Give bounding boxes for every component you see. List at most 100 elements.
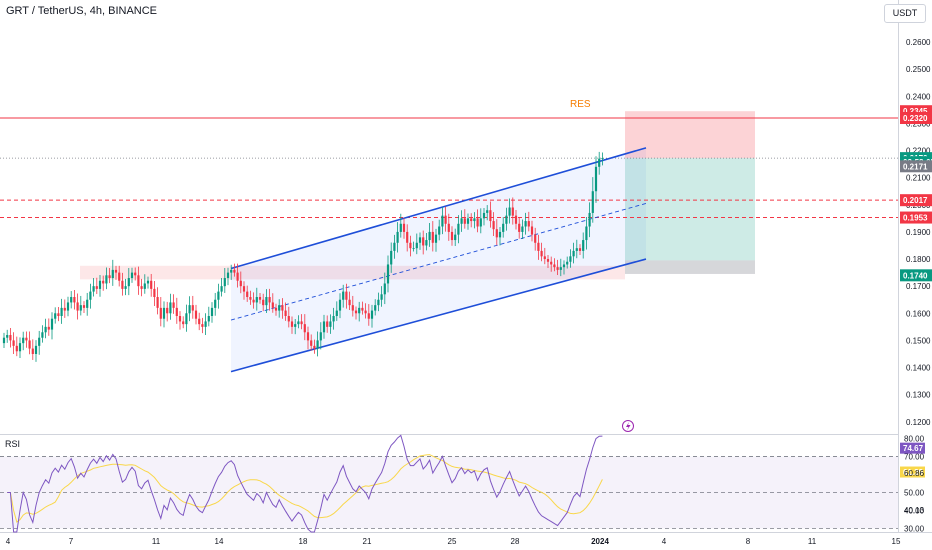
candle-body — [313, 345, 316, 349]
candle-body — [342, 291, 345, 300]
candle-body — [351, 305, 354, 311]
candle-body — [319, 332, 322, 341]
candle-body — [271, 302, 274, 308]
rsi-tag — [900, 466, 925, 478]
candle-body — [274, 307, 278, 311]
rsi-tag — [900, 442, 925, 454]
candle-body — [377, 299, 380, 306]
candle-body — [198, 318, 201, 325]
candle-body — [268, 297, 271, 303]
price-tick-label: 0.1400 — [906, 364, 931, 373]
candle-body — [553, 264, 556, 268]
price-tick-label: 0.1800 — [906, 255, 931, 264]
candle-body — [239, 280, 242, 287]
candle-body — [492, 221, 495, 230]
candle-body — [166, 307, 169, 314]
candle-body — [60, 307, 63, 317]
candle-body — [329, 321, 332, 327]
candle-body — [297, 321, 300, 325]
candle-body — [495, 229, 498, 238]
time-tick-label: 11 — [808, 537, 817, 546]
price-tag-label: 0.1953 — [903, 214, 928, 223]
candle-body — [518, 223, 521, 232]
candle-body — [226, 272, 230, 279]
candle-body — [2, 337, 6, 344]
candle-body — [12, 340, 15, 346]
candle-body — [476, 218, 479, 227]
candle-body — [524, 221, 527, 227]
time-tick-label: 2024 — [591, 537, 609, 546]
candle-body — [444, 215, 447, 224]
candle-body — [210, 307, 214, 317]
time-tick-label: 14 — [215, 537, 224, 546]
time-tick-label: 4 — [662, 537, 667, 546]
candle-body — [95, 286, 98, 289]
currency-button[interactable]: USDT — [884, 4, 926, 23]
channel-fill — [231, 147, 646, 372]
candle-body — [572, 250, 575, 257]
candle-body — [124, 286, 127, 289]
candle-body — [140, 286, 143, 289]
candle-body — [438, 226, 441, 235]
candle-body — [233, 269, 236, 273]
rsi-tag-label: 60.86 — [904, 469, 925, 478]
candle-body — [178, 316, 182, 322]
rsi-tick-label: 80.00 — [904, 435, 925, 444]
candle-body — [236, 272, 239, 281]
channel-lower-line — [230, 258, 647, 373]
candle-body — [38, 337, 41, 346]
candle-body — [47, 326, 50, 330]
rsi-tag-label: 74.67 — [903, 444, 924, 453]
candle-body — [9, 334, 12, 341]
candle-body — [262, 299, 265, 306]
time-tick-label: 11 — [152, 537, 161, 546]
candle-body — [428, 231, 431, 241]
target-zone — [625, 158, 755, 261]
candle-body — [358, 307, 361, 314]
lightning-icon-bolt — [626, 422, 631, 431]
candle-body — [82, 305, 86, 308]
stop-zone — [625, 111, 755, 159]
candle-body — [175, 307, 178, 317]
candle-body — [63, 307, 66, 311]
candle-body — [354, 310, 358, 314]
time-tick-label: 28 — [511, 537, 520, 546]
price-tag — [900, 211, 932, 224]
price-tag-label: 0.2171 — [903, 162, 928, 171]
candle-body — [137, 275, 140, 287]
candle-body — [390, 250, 393, 265]
candle-body — [44, 326, 47, 333]
time-tick-label: 21 — [363, 537, 372, 546]
candle-body — [153, 288, 156, 298]
rsi-indicator-label[interactable]: RSI — [5, 439, 21, 449]
candle-body — [73, 297, 76, 303]
candle-body — [562, 264, 566, 268]
candle-body — [50, 318, 54, 330]
candle-body — [182, 321, 185, 325]
candle-body — [246, 291, 249, 298]
candle-body — [361, 307, 364, 311]
candle-body — [28, 340, 31, 349]
rsi-tick-label: 70.00 — [904, 453, 925, 462]
candle-body — [479, 218, 482, 227]
candle-body — [332, 316, 335, 322]
rsi-tick-label: 50.00 — [904, 488, 925, 497]
candle-body — [201, 324, 204, 327]
candle-body — [521, 226, 524, 232]
candle-body — [89, 291, 92, 300]
candle-body — [370, 310, 374, 319]
candle-body — [473, 218, 476, 222]
candle-body — [6, 334, 9, 338]
candle-body — [41, 332, 44, 338]
channel-mid-line — [230, 203, 647, 321]
candle-body — [223, 278, 226, 287]
candle-body — [278, 305, 281, 311]
candle-body — [422, 237, 425, 246]
price-tick-label: 0.2400 — [906, 92, 931, 101]
candle-body — [431, 231, 434, 243]
candle-body — [252, 299, 255, 303]
candle-body — [566, 261, 569, 265]
candle-body — [489, 210, 492, 222]
price-tick-label: 0.1300 — [906, 391, 931, 400]
